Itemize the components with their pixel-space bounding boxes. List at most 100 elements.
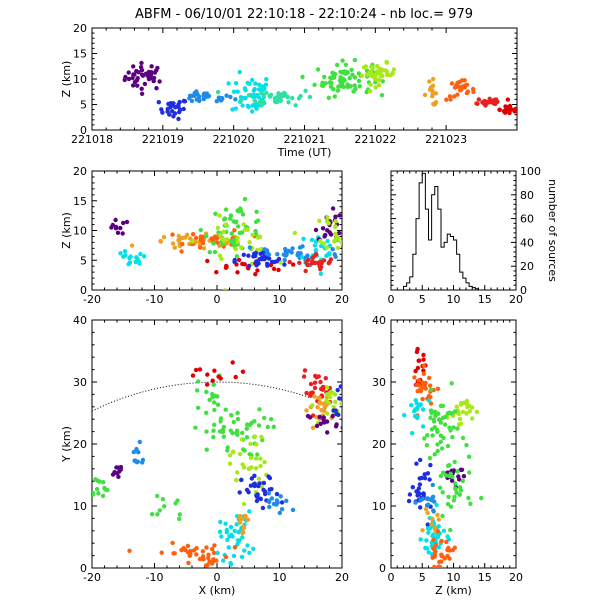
source-point bbox=[487, 96, 492, 102]
source-point bbox=[456, 474, 461, 479]
source-point bbox=[201, 557, 206, 562]
source-point bbox=[170, 540, 175, 546]
histogram-bar bbox=[447, 234, 450, 290]
source-point bbox=[429, 522, 434, 527]
source-point bbox=[325, 215, 330, 220]
data-layer bbox=[403, 172, 479, 290]
source-point bbox=[230, 107, 235, 112]
source-point bbox=[156, 100, 161, 105]
source-point bbox=[92, 490, 96, 496]
source-point bbox=[235, 470, 240, 475]
source-point bbox=[436, 524, 441, 529]
source-point bbox=[157, 508, 162, 513]
source-point bbox=[320, 226, 326, 231]
data-layer bbox=[92, 360, 342, 568]
source-point bbox=[234, 430, 239, 435]
source-point bbox=[254, 263, 259, 268]
source-point bbox=[149, 64, 154, 69]
histogram-bar bbox=[435, 186, 438, 290]
source-point bbox=[333, 408, 338, 413]
source-point bbox=[236, 257, 242, 263]
source-point bbox=[238, 567, 242, 568]
source-point bbox=[318, 271, 324, 276]
source-point bbox=[337, 213, 342, 218]
source-point bbox=[438, 403, 444, 408]
source-point bbox=[432, 102, 437, 107]
source-point bbox=[241, 501, 247, 507]
source-point bbox=[140, 460, 145, 465]
source-point bbox=[134, 460, 140, 465]
source-point bbox=[239, 230, 245, 235]
source-point bbox=[274, 491, 280, 497]
source-point bbox=[241, 222, 246, 227]
source-point bbox=[421, 357, 426, 362]
source-point bbox=[368, 82, 373, 87]
source-point bbox=[328, 84, 334, 89]
source-point bbox=[254, 209, 259, 214]
source-point bbox=[139, 86, 144, 92]
source-point bbox=[413, 368, 418, 374]
source-point bbox=[441, 435, 446, 441]
source-point bbox=[268, 92, 274, 98]
source-point bbox=[345, 84, 350, 90]
source-point bbox=[223, 407, 228, 412]
source-point bbox=[420, 496, 426, 501]
source-point bbox=[330, 390, 335, 396]
source-point bbox=[361, 65, 367, 70]
x-tick-label: 10 bbox=[447, 293, 461, 306]
data-layer bbox=[122, 57, 517, 122]
source-point bbox=[449, 478, 455, 483]
y-axis-label: number of sources bbox=[546, 179, 559, 282]
source-point bbox=[100, 493, 106, 499]
source-point bbox=[131, 449, 136, 455]
source-point bbox=[221, 229, 226, 234]
source-point bbox=[419, 475, 424, 481]
source-point bbox=[149, 512, 155, 517]
y-tick-label: 5 bbox=[80, 254, 87, 267]
source-point bbox=[283, 253, 288, 258]
source-point bbox=[212, 543, 217, 548]
source-point bbox=[444, 97, 449, 102]
source-point bbox=[190, 239, 195, 244]
source-point bbox=[406, 498, 412, 504]
source-point bbox=[327, 259, 332, 265]
source-point bbox=[340, 249, 342, 254]
source-point bbox=[460, 409, 466, 415]
source-point bbox=[319, 386, 324, 392]
source-point bbox=[198, 227, 203, 233]
source-point bbox=[340, 425, 342, 430]
source-point bbox=[279, 507, 285, 512]
source-point bbox=[326, 95, 331, 101]
x-tick-label: 0 bbox=[214, 571, 221, 584]
source-point bbox=[193, 367, 199, 373]
panel-x-z: -20 -10 0 10 20 0 5 10 15 20 Z (km) bbox=[60, 165, 349, 306]
source-point bbox=[313, 227, 319, 233]
source-point bbox=[129, 243, 135, 248]
source-point bbox=[236, 224, 241, 229]
source-point bbox=[465, 89, 471, 94]
source-point bbox=[433, 409, 438, 415]
source-point bbox=[217, 429, 223, 434]
source-point bbox=[130, 83, 136, 88]
source-point bbox=[221, 424, 227, 430]
source-point bbox=[431, 508, 436, 513]
figure-title: ABFM - 06/10/01 22:10:18 - 22:10:24 - nb… bbox=[135, 7, 473, 22]
source-point bbox=[251, 254, 256, 259]
source-point bbox=[135, 83, 140, 88]
source-point bbox=[197, 367, 203, 372]
source-point bbox=[179, 547, 184, 553]
source-point bbox=[142, 254, 147, 259]
source-point bbox=[259, 257, 264, 262]
source-point bbox=[253, 456, 259, 461]
source-point bbox=[321, 258, 327, 263]
source-point bbox=[223, 554, 229, 560]
source-point bbox=[416, 486, 422, 491]
histogram-bar bbox=[463, 278, 466, 290]
source-point bbox=[441, 528, 447, 533]
source-point bbox=[276, 267, 281, 273]
histogram-bar bbox=[469, 286, 472, 290]
source-point bbox=[211, 382, 216, 387]
source-point bbox=[201, 246, 207, 251]
source-point bbox=[467, 409, 472, 414]
source-point bbox=[407, 492, 413, 497]
